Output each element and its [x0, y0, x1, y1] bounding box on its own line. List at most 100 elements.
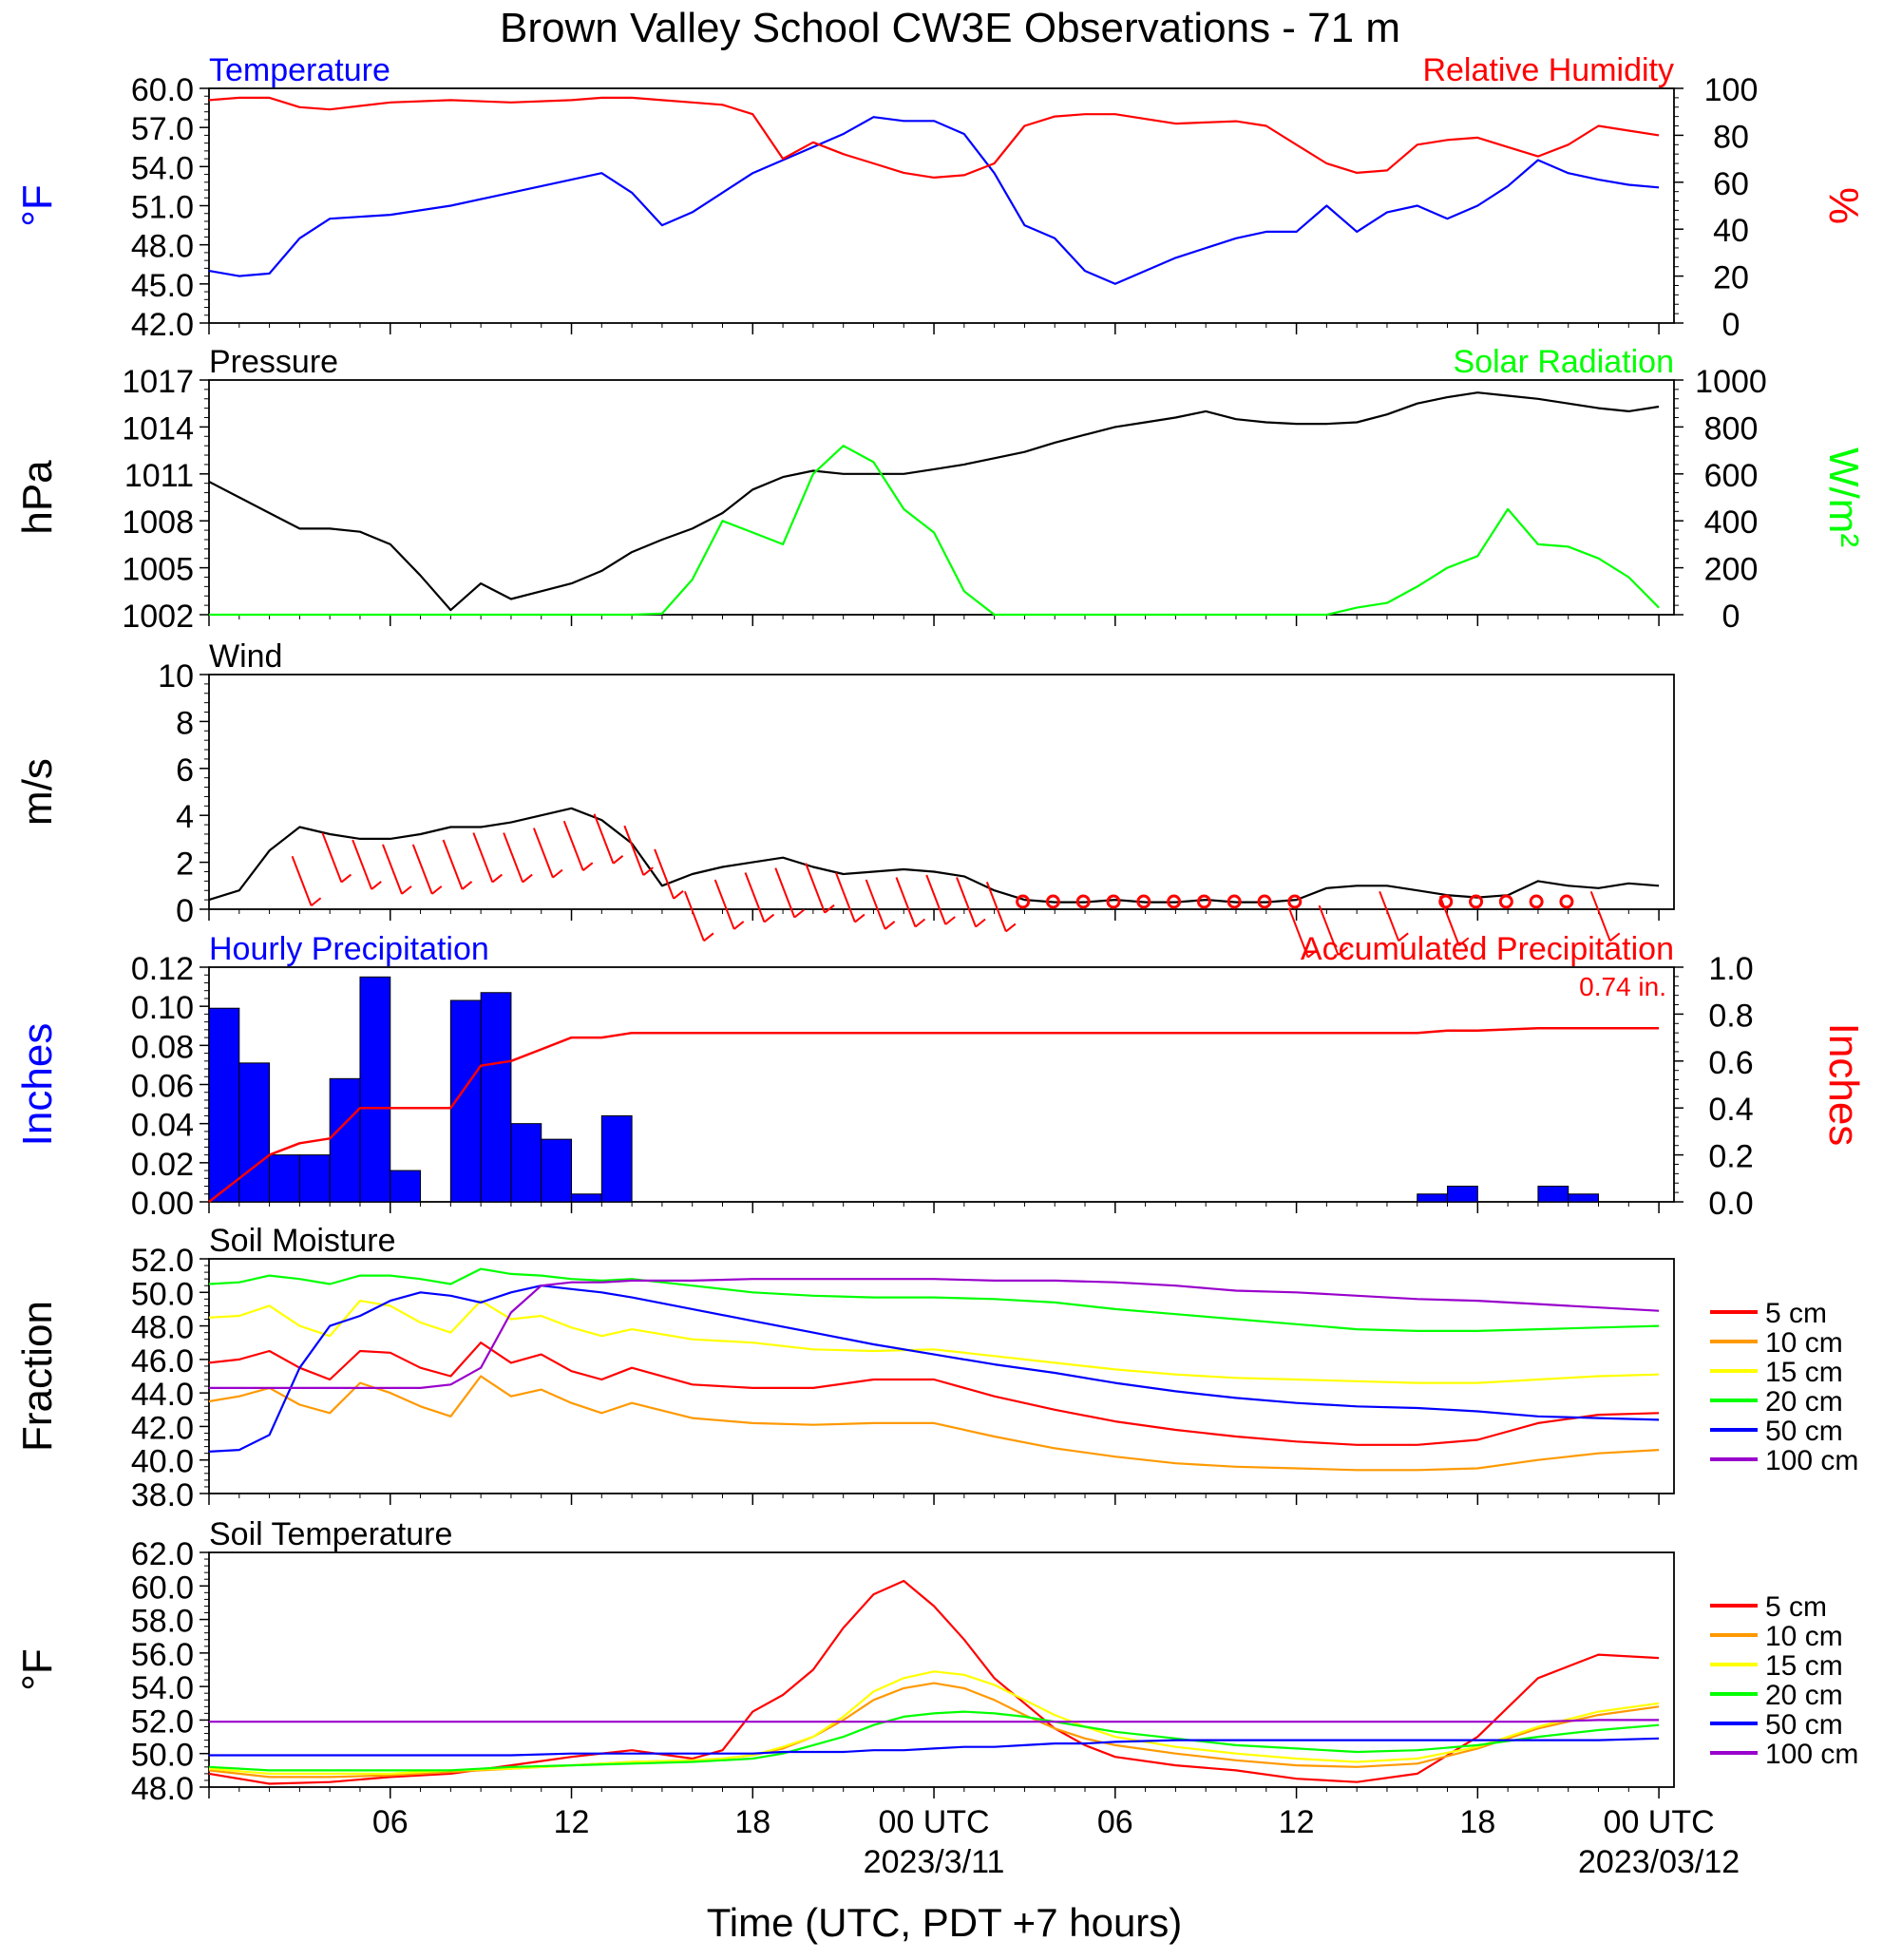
wind-barb-flag — [491, 873, 503, 884]
wind-barb — [1438, 895, 1460, 946]
wind-barb-flag — [552, 868, 563, 879]
y-right-tick-label: 0.4 — [1708, 1092, 1753, 1128]
calm-wind-marker — [1227, 894, 1242, 909]
x-date-label: 2023/3/11 — [864, 1844, 1005, 1880]
y-left-tick-label: 48.0 — [131, 1310, 194, 1346]
y-right-tick-label: 1000 — [1695, 364, 1767, 400]
y-right-tick-label: 600 — [1704, 458, 1759, 494]
wind-barb-flag — [793, 908, 805, 919]
panel-title-right: Solar Radiation — [1454, 344, 1674, 380]
y-left-tick-label: 62.0 — [131, 1536, 194, 1572]
y-right-tick-label: 200 — [1704, 552, 1759, 588]
precip-bar — [1568, 1193, 1600, 1203]
calm-wind-marker — [1287, 894, 1303, 909]
x-tick-label: 12 — [1279, 1804, 1315, 1840]
y-axis-label-left: m/s — [14, 758, 61, 826]
wind-barb-flag — [914, 918, 926, 928]
precip-bar — [1537, 1186, 1569, 1203]
y-left-tick-label: 1011 — [124, 458, 194, 494]
y-left-tick-label: 45.0 — [131, 268, 194, 304]
y-axis-label-left: Fraction — [14, 1301, 61, 1452]
wind-barb-flag — [1337, 946, 1349, 956]
series-line-15-cm — [208, 1670, 1660, 1775]
y-left-tick-label: 58.0 — [131, 1604, 194, 1640]
wind-barb-flag — [1005, 923, 1017, 933]
y-axis-label-left: °F — [14, 1648, 61, 1690]
panel-title-left: Hourly Precipitation — [209, 931, 489, 967]
legend-entry: 10 cm — [1765, 1327, 1843, 1359]
wind-barb-flag — [401, 885, 412, 895]
wind-barb-flag — [461, 881, 473, 890]
calm-wind-marker — [1136, 894, 1151, 909]
panel-3: Hourly Precipitation Accumulated Precipit… — [14, 931, 1867, 1222]
accumulated-precip-line — [208, 1026, 1660, 1203]
legend-entry: 15 cm — [1765, 1650, 1843, 1682]
wind-barb — [1318, 904, 1340, 956]
wind-barb-flag — [824, 904, 835, 914]
wind-barb-flag — [733, 921, 745, 930]
precip-bar — [329, 1077, 361, 1203]
legend-entry: 5 cm — [1765, 1298, 1827, 1329]
wind-barb — [805, 863, 827, 914]
y-left-tick-label: 46.0 — [131, 1343, 194, 1380]
y-right-tick-label: 0 — [1722, 307, 1740, 343]
wind-barb — [654, 848, 675, 900]
precip-bar — [390, 1170, 422, 1203]
y-left-tick-label: 0.04 — [131, 1108, 194, 1144]
y-right-tick-label: 100 — [1704, 72, 1759, 108]
panel-2: Wind 0 2 4 6 8 10 m/s — [14, 638, 1675, 959]
panel-title-left: Pressure — [209, 344, 338, 380]
panel-5: Soil Temperature 48.050.052.054.056.058.0… — [14, 1516, 1858, 1807]
wind-barb — [442, 839, 464, 890]
y-left-tick-label: 8 — [176, 705, 194, 741]
series-line-solar-radiation — [209, 445, 1660, 617]
y-right-tick-label: 0.0 — [1708, 1186, 1753, 1222]
series-line-20-cm — [208, 1710, 1660, 1772]
y-left-tick-label: 40.0 — [131, 1444, 194, 1480]
y-left-tick-label: 48.0 — [131, 1771, 194, 1807]
y-right-tick-label: 40 — [1713, 213, 1749, 249]
y-left-tick-label: 44.0 — [131, 1377, 194, 1413]
legend-entry: 5 cm — [1765, 1591, 1827, 1623]
series-line-100-cm — [209, 1719, 1660, 1723]
calm-wind-marker — [1075, 894, 1091, 909]
x-axis-label: Time (UTC, PDT +7 hours) — [707, 1900, 1183, 1945]
wind-barb-flag — [703, 932, 714, 942]
y-left-tick-label: 52.0 — [131, 1703, 194, 1740]
y-axis-label-left: hPa — [14, 460, 61, 535]
y-axis-label-left: Inches — [14, 1023, 61, 1147]
precip-bar — [1417, 1193, 1449, 1203]
y-left-tick-label: 42.0 — [131, 307, 194, 343]
y-right-tick-label: 80 — [1713, 119, 1749, 155]
series-line-20-cm — [208, 1267, 1660, 1332]
wind-barb-flag — [1609, 932, 1621, 942]
wind-barb-flag — [1458, 937, 1470, 947]
wind-barb-flag — [582, 862, 594, 871]
y-left-tick-label: 0 — [176, 893, 194, 929]
y-left-tick-label: 0.00 — [131, 1186, 194, 1222]
y-left-tick-label: 0.06 — [131, 1069, 194, 1105]
wind-barb — [713, 879, 735, 930]
y-left-tick-label: 0.10 — [131, 990, 194, 1026]
y-left-tick-label: 4 — [176, 799, 194, 835]
series-line-50-cm — [209, 1737, 1660, 1757]
y-left-tick-label: 60.0 — [131, 1570, 194, 1606]
wind-barb-flag — [431, 885, 443, 895]
wind-barb — [744, 872, 766, 923]
wind-barb — [895, 877, 917, 927]
series-line-10-cm — [208, 1375, 1660, 1472]
wind-barb-flag — [612, 855, 624, 865]
y-left-tick-label: 1002 — [122, 599, 194, 635]
calm-wind-marker — [1469, 894, 1484, 909]
wind-barb-flag — [340, 873, 352, 884]
y-right-tick-label: 0.6 — [1708, 1045, 1753, 1081]
y-right-tick-label: 60 — [1713, 166, 1749, 202]
x-tick-label: 00 UTC — [1604, 1804, 1715, 1840]
y-left-tick-label: 57.0 — [131, 111, 194, 147]
wind-barb — [623, 825, 645, 876]
x-tick-label: 18 — [734, 1804, 770, 1840]
precip-bar — [480, 992, 512, 1203]
series-line-pressure — [208, 391, 1660, 612]
precip-bar — [359, 976, 391, 1203]
